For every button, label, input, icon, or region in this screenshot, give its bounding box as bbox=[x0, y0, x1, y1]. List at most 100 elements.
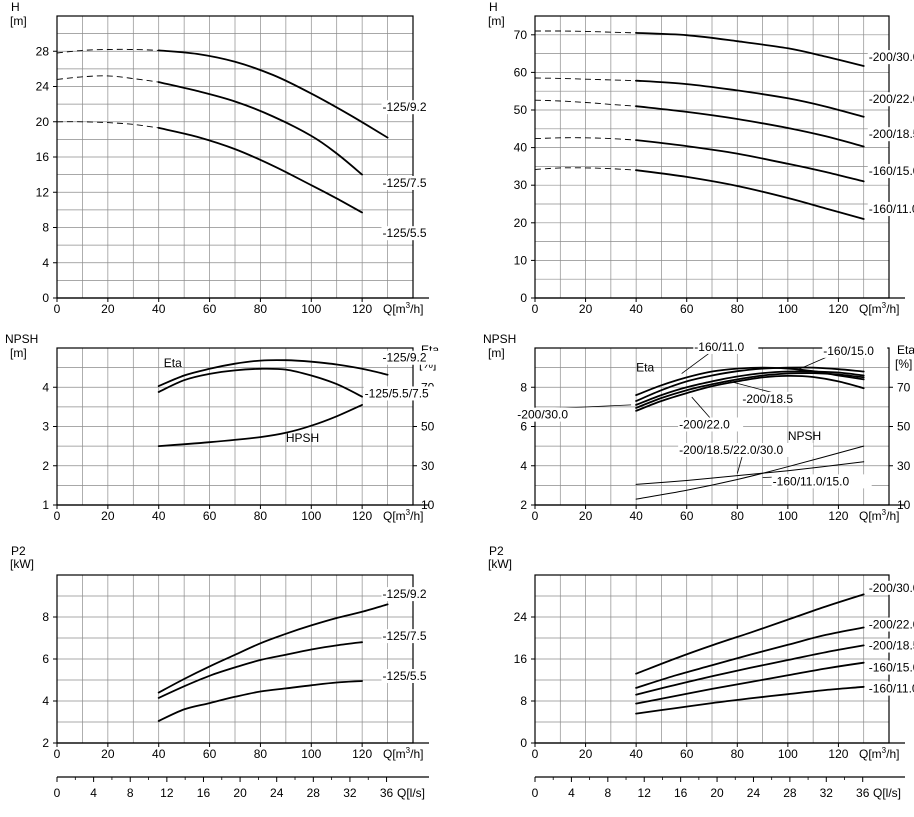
series-label-bg bbox=[381, 669, 441, 683]
annotation-label: -160/15.0 bbox=[823, 344, 874, 358]
y-right-tick-label: 70 bbox=[897, 380, 911, 394]
annotation-label: -160/11.0/15.0 bbox=[773, 474, 850, 488]
x-tick-label: 20 bbox=[579, 509, 593, 523]
series-line bbox=[157, 603, 389, 694]
x-tick-label: 20 bbox=[579, 747, 593, 761]
series-line bbox=[157, 641, 363, 699]
y-tick-label: 0 bbox=[520, 291, 527, 305]
annotation-label: -200/30.0 bbox=[517, 408, 568, 422]
series-line bbox=[635, 461, 865, 485]
series-line bbox=[635, 685, 865, 715]
y-tick-label: 70 bbox=[514, 28, 528, 42]
series-label-bg bbox=[381, 629, 441, 644]
x-tick-label: 0 bbox=[532, 509, 539, 523]
y-axis-unit: [kW] bbox=[10, 557, 34, 571]
y-right-tick-label: 10 bbox=[421, 498, 435, 512]
series-label-bg bbox=[867, 580, 914, 595]
chart-power-right: 0 20 40 60 80 100 120 Q[m3/h] 0 8 16 24 P2[kW] 0 4 8 12 1… bbox=[488, 544, 914, 800]
y-tick-label: 16 bbox=[36, 150, 50, 164]
chart-head-left: 0 20 40 60 80 100 120 Q[m3/h] 0 4 8 12 16 20 24 28 H[m] -… bbox=[10, 0, 441, 316]
y-right-tick-label: 10 bbox=[897, 498, 911, 512]
y-tick-label: 4 bbox=[520, 459, 527, 473]
series-line bbox=[635, 105, 865, 148]
x-tick-label: 20 bbox=[579, 302, 593, 316]
y-axis-label: P2 bbox=[11, 544, 26, 558]
series-label: -200/22.0 bbox=[869, 618, 914, 632]
series-label: -125/5.5 bbox=[382, 226, 426, 240]
series-line bbox=[635, 139, 865, 183]
chart-npsh-left: 020406080100120Q[m3/h]1234NPSH[m]1030507… bbox=[5, 332, 451, 523]
series-line-dashed bbox=[56, 48, 159, 54]
series-label-bg bbox=[381, 587, 441, 602]
series-label: -200/22.0 bbox=[869, 92, 914, 106]
y-tick-label: 20 bbox=[36, 115, 50, 129]
series-label-bg bbox=[867, 638, 914, 653]
annotation-label: -200/18.5 bbox=[742, 392, 793, 406]
x-tick-label: 40 bbox=[629, 509, 643, 523]
chart-head-right: 0 20 40 60 80 100 120 Q[m3/h] 0 10 20 30 40 50 60 70 H[m… bbox=[488, 0, 914, 316]
x-tick-label: 20 bbox=[101, 747, 115, 761]
series-label: -125/7.5 bbox=[382, 629, 426, 643]
x2-tick-label: 0 bbox=[532, 786, 539, 800]
y-tick-label: 60 bbox=[514, 65, 528, 79]
y-right-tick-label: 50 bbox=[421, 420, 435, 434]
annotation-bg bbox=[678, 417, 744, 432]
series-label-bg bbox=[867, 50, 914, 65]
series-label: -160/11.0 bbox=[869, 202, 914, 216]
y-tick-label: 8 bbox=[42, 221, 49, 235]
series-label: -125/5.5/7.5 bbox=[365, 386, 429, 400]
series-label: -125/9.2 bbox=[382, 351, 426, 365]
x2-tick-label: 28 bbox=[783, 786, 797, 800]
series-label: -125/9.2 bbox=[382, 100, 426, 114]
y-axis-unit: [m] bbox=[10, 346, 27, 360]
series-label-bg bbox=[867, 681, 914, 696]
x-tick-label: 20 bbox=[101, 509, 115, 523]
y-right-tick-label: 30 bbox=[897, 459, 911, 473]
y-axis-label: NPSH bbox=[5, 332, 38, 346]
x2-tick-label: 20 bbox=[710, 786, 724, 800]
series-label-bg bbox=[867, 202, 914, 217]
series-line-dashed bbox=[534, 99, 637, 107]
series-line-dashed bbox=[56, 75, 159, 83]
annotation-bg bbox=[693, 339, 759, 354]
annotation-bg bbox=[822, 343, 888, 358]
x-tick-label: 80 bbox=[254, 509, 268, 523]
series-line bbox=[157, 81, 363, 176]
y-tick-label: 6 bbox=[520, 420, 527, 434]
series-line bbox=[635, 593, 865, 675]
x-tick-label: 60 bbox=[680, 509, 694, 523]
x-tick-label: 60 bbox=[203, 509, 217, 523]
y-tick-label: 40 bbox=[514, 141, 528, 155]
series-line bbox=[635, 626, 865, 689]
series-line bbox=[635, 169, 865, 220]
series-label-bg bbox=[867, 92, 914, 107]
x2-tick-label: 36 bbox=[856, 786, 870, 800]
series-line bbox=[635, 644, 865, 696]
series-label: -125/5.5 bbox=[382, 669, 426, 683]
x-tick-label: 40 bbox=[152, 509, 166, 523]
annotation-label: -200/18.5/22.0/30.0 bbox=[679, 443, 783, 457]
x-tick-label: 120 bbox=[828, 509, 848, 523]
x-tick-label: 120 bbox=[352, 509, 372, 523]
x-tick-label: 80 bbox=[731, 509, 745, 523]
x-tick-label: 100 bbox=[301, 509, 321, 523]
annotation-bg bbox=[771, 474, 872, 489]
x2-tick-label: 32 bbox=[343, 786, 357, 800]
annotation-leader bbox=[729, 380, 774, 394]
x-tick-label: 40 bbox=[629, 302, 643, 316]
series-line-dashed bbox=[535, 30, 637, 34]
x2-axis-label: Q[l/s] bbox=[873, 786, 901, 800]
series-line bbox=[157, 359, 389, 387]
y-axis-label: NPSH bbox=[483, 332, 516, 346]
x-tick-label: 120 bbox=[352, 747, 372, 761]
x-tick-label: 80 bbox=[254, 747, 268, 761]
x2-tick-label: 0 bbox=[54, 786, 61, 800]
y-tick-label: 12 bbox=[36, 185, 50, 199]
annotation-bg bbox=[741, 391, 807, 406]
series-line-dashed bbox=[534, 77, 637, 82]
x-tick-label: 120 bbox=[828, 747, 848, 761]
x2-tick-label: 12 bbox=[638, 786, 652, 800]
x-tick-label: 80 bbox=[254, 302, 268, 316]
